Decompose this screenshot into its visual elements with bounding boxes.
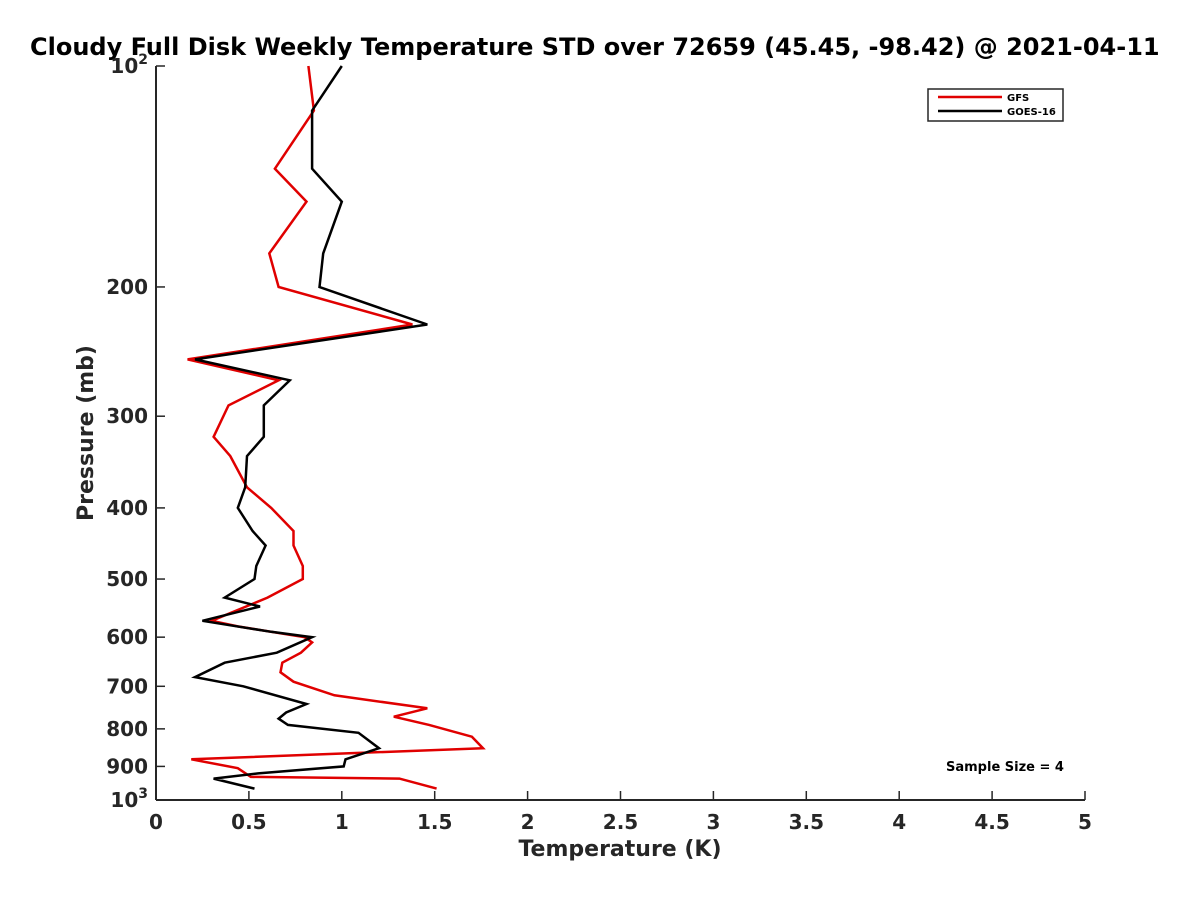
y-tick-label: 800 — [106, 717, 148, 741]
legend-label-goes16: GOES-16 — [1007, 107, 1056, 118]
x-axis-label: Temperature (K) — [518, 837, 721, 862]
y-tick-label: 500 — [106, 567, 148, 591]
x-tick-label: 0 — [149, 810, 163, 834]
series-line-goes16 — [191, 65, 428, 790]
chart-title: Cloudy Full Disk Weekly Temperature STD … — [30, 33, 1160, 61]
y-tick-label: 900 — [106, 754, 148, 778]
y-tick-label: 400 — [106, 496, 148, 520]
x-tick-label: 4.5 — [974, 810, 1009, 834]
y-axis: 102 200 300 400 500 600 700 800 900 103 — [106, 52, 165, 812]
x-tick-label: 2.5 — [603, 810, 638, 834]
x-tick-label: 3 — [706, 810, 720, 834]
x-tick-label: 3.5 — [789, 810, 824, 834]
plot-area — [187, 65, 486, 790]
legend-label-gfs: GFS — [1007, 93, 1029, 104]
y-tick-label: 300 — [106, 404, 148, 428]
sample-size-annotation: Sample Size = 4 — [946, 760, 1064, 775]
y-tick-label: 103 — [110, 786, 148, 812]
y-axis-label: Pressure (mb) — [74, 345, 99, 521]
y-tick-label: 700 — [106, 674, 148, 698]
x-tick-label: 1 — [335, 810, 349, 834]
x-tick-label: 0.5 — [231, 810, 266, 834]
y-tick-label: 600 — [106, 625, 148, 649]
x-axis: 0 0.5 1 1.5 2 2.5 3 3.5 4 4.5 5 — [149, 791, 1092, 834]
series-line-gfs — [187, 65, 486, 790]
x-tick-label: 4 — [892, 810, 906, 834]
legend: GFS GOES-16 — [927, 88, 1064, 122]
x-tick-label: 1.5 — [417, 810, 452, 834]
y-tick-label: 102 — [110, 52, 148, 78]
legend-box — [927, 88, 1064, 122]
x-tick-label: 2 — [521, 810, 535, 834]
x-tick-label: 5 — [1078, 810, 1092, 834]
y-tick-label: 200 — [106, 275, 148, 299]
